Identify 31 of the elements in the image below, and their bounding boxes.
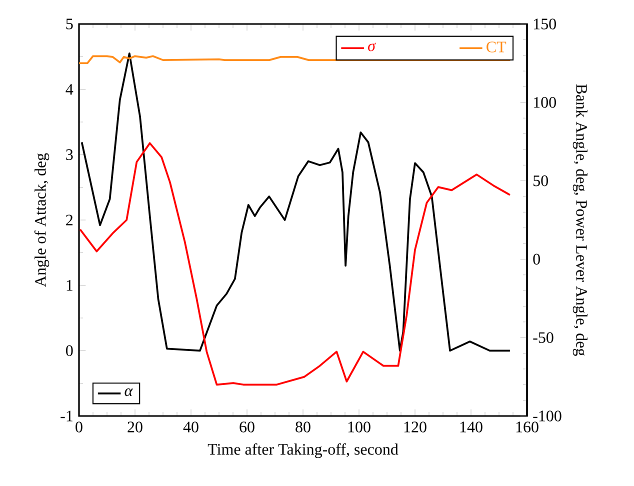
x-tick-label: 100 — [348, 422, 370, 432]
x-tick-label: 60 — [240, 422, 254, 432]
y-tick-label: -1 — [60, 410, 72, 422]
y-tick-label: 3 — [66, 149, 73, 160]
x-tick-label: 140 — [460, 422, 482, 432]
y2-tick-label: 150 — [534, 18, 556, 30]
line-series — [80, 52, 511, 352]
y-tick-label: 2 — [66, 214, 73, 226]
line-series — [79, 142, 511, 386]
y2-tick-label: -50 — [533, 332, 554, 343]
legend-label: σ — [368, 42, 376, 52]
y2-tick-label: 100 — [534, 97, 556, 108]
y-tick-label: 5 — [66, 18, 73, 30]
x-tick-label: 40 — [183, 422, 198, 432]
x-tick-label: 20 — [128, 422, 142, 432]
y2-tick-label: 50 — [534, 175, 548, 186]
x-tick-label: 80 — [296, 422, 310, 432]
y-axis-title: Angle of Attack, deg — [34, 153, 50, 287]
y2-tick-label: 0 — [533, 254, 540, 265]
y-tick-label: 1 — [66, 280, 72, 291]
x-tick-label: 0 — [76, 422, 82, 432]
y2-tick-label: -100 — [533, 410, 562, 422]
y-tick-label: 4 — [66, 84, 74, 95]
x-tick-label: 120 — [404, 422, 426, 432]
legend-label: α — [124, 388, 133, 396]
legend-label: CT — [486, 42, 506, 52]
y2-axis-title: Bank Angle, deg, Power Lever Angle, deg — [572, 84, 588, 356]
x-axis-title: Time after Taking-off, second — [208, 443, 398, 458]
line-series — [79, 55, 512, 64]
x-tick-label: 160 — [516, 422, 538, 432]
y-tick-label: 0 — [66, 345, 73, 356]
